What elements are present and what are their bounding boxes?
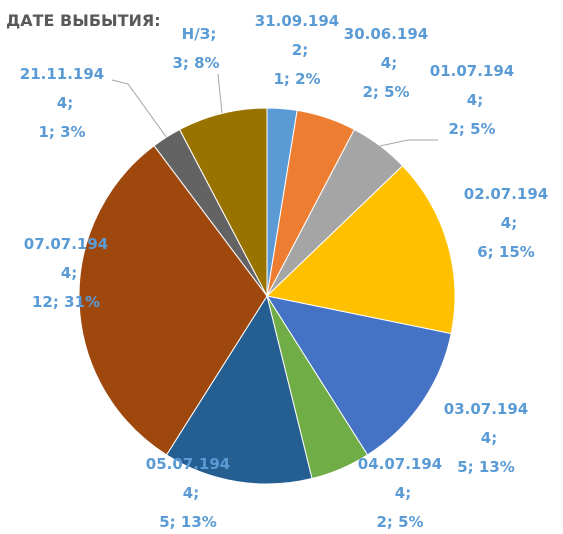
data-label-separator: ;: [67, 94, 73, 112]
data-label-separator: ;: [210, 25, 216, 43]
data-label-value: 2; 5%: [376, 513, 423, 531]
data-label-value: 6; 15%: [477, 243, 535, 261]
pie-slice: [78, 145, 268, 456]
data-label-value: 12; 31%: [32, 293, 100, 311]
data-label-category: 01.07.194 4: [430, 62, 514, 109]
data-label-separator: ;: [405, 484, 411, 502]
data-label-value: 2; 5%: [362, 83, 409, 101]
data-label-separator: ;: [477, 91, 483, 109]
chart-title: ДАТЕ ВЫБЫТИЯ:: [6, 11, 161, 30]
data-label-category: 05.07.194 4: [146, 455, 230, 502]
data-label-category: 03.07.194 4: [444, 400, 528, 447]
data-label-category: 04.07.194 4: [358, 455, 442, 502]
data-label-category: Н/З: [182, 25, 211, 43]
data-label-value: 5; 13%: [457, 458, 515, 476]
leader-line: [379, 139, 438, 147]
leader-line: [217, 73, 223, 114]
data-label-category: 07.07.194 4: [24, 235, 108, 282]
data-label-separator: ;: [302, 41, 308, 59]
data-label-separator: ;: [511, 214, 517, 232]
data-label-category: 30.06.194 4: [344, 25, 428, 72]
pie-slice: [165, 294, 313, 485]
pie: [78, 107, 456, 485]
data-label-category: 02.07.194 4: [464, 185, 548, 232]
leader-line: [111, 79, 168, 139]
data-label-separator: ;: [71, 264, 77, 282]
pie-slice: [265, 295, 452, 456]
data-label-separator: ;: [491, 429, 497, 447]
data-label-value: 1; 3%: [38, 123, 85, 141]
data-label-category: 31.09.194 2: [255, 12, 339, 59]
data-label-separator: ;: [391, 54, 397, 72]
data-label-value: 1; 2%: [273, 70, 320, 88]
data-label-category: 21.11.194 4: [20, 65, 104, 112]
data-label-value: 2; 5%: [448, 120, 495, 138]
data-label-value: 3; 8%: [172, 54, 219, 72]
data-label-value: 5; 13%: [159, 513, 217, 531]
data-label-separator: ;: [193, 484, 199, 502]
pie-slice: [178, 107, 268, 297]
pie-slice: [265, 165, 456, 335]
